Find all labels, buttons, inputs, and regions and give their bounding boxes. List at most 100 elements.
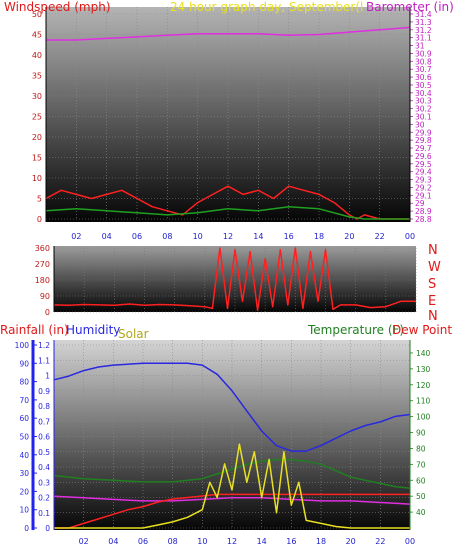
- windspeed-tick-label: 30: [32, 92, 42, 101]
- temperature-tick-label: 90: [416, 429, 426, 438]
- windspeed-x-tick-label: 06: [132, 232, 142, 241]
- climate-x-tick-label: 16: [286, 537, 296, 546]
- humidity-tick-label: 50: [19, 433, 29, 442]
- windspeed-tick-label: 15: [32, 154, 42, 163]
- temperature-tick-label: 120: [416, 381, 431, 390]
- climate-x-tick-label: 06: [138, 537, 148, 546]
- compass-label-s: S: [428, 277, 436, 292]
- compass-label-n-bottom: N: [428, 309, 438, 324]
- barometer-tick-label: 31.1: [415, 34, 432, 43]
- rain-tick-label: 0.9: [38, 387, 50, 396]
- rain-tick-label: 1.1: [38, 356, 50, 365]
- windspeed-x-tick-label: 16: [284, 232, 294, 241]
- humidity-tick-label: 80: [19, 378, 29, 387]
- climate-x-tick-label: 04: [108, 537, 118, 546]
- rainfall-series-line: [54, 493, 410, 529]
- temperature-tick-label: 80: [416, 444, 426, 453]
- climate-x-tick-label: 20: [346, 537, 356, 546]
- barometer-tick-label: 31.3: [415, 18, 432, 27]
- direction-tick-label: 90: [40, 292, 50, 301]
- rain-tick-label: 1.2: [38, 341, 50, 350]
- temperature-tick-label: 140: [416, 349, 431, 358]
- climate-x-tick-label: 08: [168, 537, 178, 546]
- windspeed-tick-label: 20: [32, 133, 42, 142]
- humidity-tick-label: 70: [19, 396, 29, 405]
- temperature-tick-label: 130: [416, 365, 431, 374]
- windspeed-tick-label: 35: [32, 72, 42, 81]
- direction-tick-label: 180: [35, 276, 50, 285]
- barometer-tick-label: 30.2: [415, 105, 432, 114]
- barometer-tick-label: 29.3: [415, 176, 432, 185]
- solar-series-line: [54, 443, 410, 529]
- rain-tick-label: 0.2: [38, 494, 50, 503]
- barometer-tick-label: 29.9: [415, 128, 432, 137]
- humidity-tick-label: 60: [19, 414, 29, 423]
- rain-tick-label: 0.6: [38, 433, 50, 442]
- windspeed-x-tick-label: 14: [253, 232, 263, 241]
- climate-x-tick-label: 10: [197, 537, 207, 546]
- rain-tick-label: 0.4: [38, 463, 50, 472]
- windspeed-x-tick-label: 18: [314, 232, 324, 241]
- climate-x-tick-label: 22: [375, 537, 385, 546]
- barometer-tick-label: 30.1: [415, 113, 432, 122]
- humidity-tick-label: 20: [19, 487, 29, 496]
- direction-tick-label: 360: [35, 244, 50, 253]
- rain-tick-label: 1: [45, 372, 50, 381]
- rain-tick-label: 0.1: [38, 509, 50, 518]
- barometer-tick-label: 29.2: [415, 183, 432, 192]
- barometer-tick-label: 29.5: [415, 160, 432, 169]
- dewpoint-axis-label: Dew Point (: [392, 323, 456, 337]
- compass-label-e: E: [428, 294, 436, 309]
- climate-x-tick-label: 12: [227, 537, 237, 546]
- barometer-series-line: [46, 26, 411, 41]
- temperature-tick-label: 70: [416, 460, 426, 469]
- average-series-line: [45, 205, 410, 220]
- temperature-tick-label: 50: [416, 492, 426, 501]
- barometer-tick-label: 31: [415, 42, 425, 51]
- barometer-tick-label: 29.4: [415, 168, 432, 177]
- windspeed-x-tick-label: 22: [375, 232, 385, 241]
- wind_direction-series-line: [53, 247, 416, 311]
- direction-tick-label: 0: [45, 308, 50, 317]
- temperature-axis-label: Temperature (F): [307, 323, 404, 337]
- rain-tick-label: 0.5: [38, 448, 50, 457]
- windspeed-x-tick-label: 04: [102, 232, 112, 241]
- solar-axis-label: Solar: [118, 327, 149, 341]
- barometer-tick-label: 29.6: [415, 152, 432, 161]
- humidity-tick-label: 10: [19, 506, 29, 515]
- windspeed-axis-label: Windspeed (mph): [4, 0, 111, 14]
- humidity-tick-label: 0: [24, 524, 29, 533]
- temperature-tick-label: 40: [416, 508, 426, 517]
- dew_point-series-line: [53, 495, 411, 505]
- windspeed-x-tick-label: 12: [223, 232, 233, 241]
- windspeed-tick-label: 45: [32, 31, 42, 40]
- windspeed-tick-label: 0: [37, 215, 42, 224]
- humidity-axis-label: Humidity: [66, 323, 120, 337]
- barometer-tick-label: 29.1: [415, 191, 432, 200]
- temperature-tick-label: 100: [416, 413, 431, 422]
- climate-x-tick-label: 00: [405, 537, 415, 546]
- windspeed-tick-label: 25: [32, 113, 42, 122]
- compass-label-n-top: N: [428, 243, 438, 258]
- humidity-series-line: [53, 362, 411, 452]
- rain-tick-label: 0.7: [38, 417, 50, 426]
- barometer-tick-label: 28.8: [415, 215, 432, 224]
- direction-tick-label: 270: [35, 260, 50, 269]
- windspeed-x-tick-label: 08: [162, 232, 172, 241]
- chart-title: 24 hour graph day, September(l: [170, 0, 363, 14]
- barometer-tick-label: 30.5: [415, 81, 432, 90]
- windspeed-x-tick-label: 02: [71, 232, 81, 241]
- barometer-tick-label: 30.8: [415, 57, 432, 66]
- barometer-tick-label: 30.4: [415, 89, 432, 98]
- windspeed-x-tick-label: 20: [344, 232, 354, 241]
- barometer-tick-label: 29: [415, 199, 425, 208]
- rain-tick-label: 0.3: [38, 478, 50, 487]
- windspeed-tick-label: 50: [32, 10, 42, 19]
- barometer-tick-label: 30.6: [415, 73, 432, 82]
- rain-tick-label: 0: [45, 524, 50, 533]
- windspeed-tick-label: 10: [32, 174, 42, 183]
- temperature-tick-label: 60: [416, 476, 426, 485]
- rain-tick-label: 0.8: [38, 402, 50, 411]
